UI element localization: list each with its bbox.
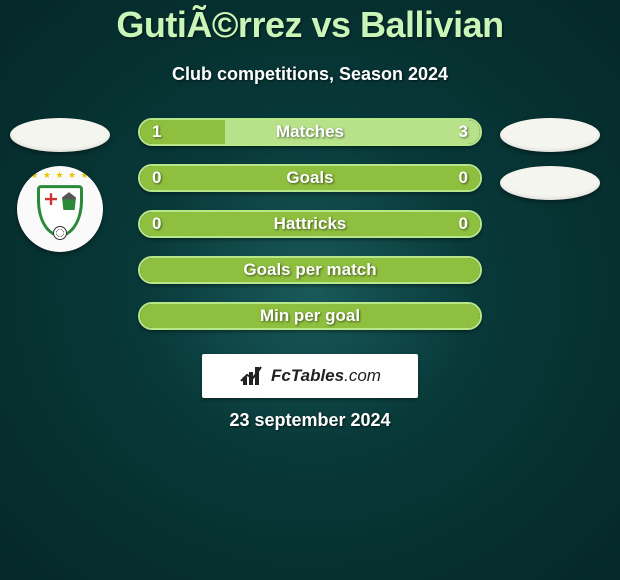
right-nameplate-oval-2 xyxy=(500,166,600,200)
page-title: GutiÃ©rrez vs Ballivian xyxy=(0,0,620,46)
crest-stars-icon: ★ ★ ★ ★ ★ xyxy=(17,170,103,181)
right-badge-column xyxy=(500,118,600,200)
stat-bar: 13Matches xyxy=(138,118,482,146)
brand-name: FcTables xyxy=(271,366,344,385)
brand-text: FcTables.com xyxy=(271,366,381,386)
right-nameplate-oval-1 xyxy=(500,118,600,152)
stat-label: Goals xyxy=(140,166,480,190)
stat-label: Matches xyxy=(140,120,480,144)
stat-bars: 13Matches 00Goals 00Hattricks Goals per mat… xyxy=(138,118,482,348)
crest-ball-icon xyxy=(53,226,67,240)
stat-bar: Goals per match xyxy=(138,256,482,284)
stat-bar: Min per goal xyxy=(138,302,482,330)
left-badge-column: ★ ★ ★ ★ ★ xyxy=(10,118,110,252)
left-nameplate-oval xyxy=(10,118,110,152)
date-text: 23 september 2024 xyxy=(0,410,620,431)
stat-bar: 00Hattricks xyxy=(138,210,482,238)
brand-suffix: .com xyxy=(344,366,381,385)
page-subtitle: Club competitions, Season 2024 xyxy=(0,64,620,85)
stat-label: Goals per match xyxy=(140,258,480,282)
brand-logo-box[interactable]: FcTables.com xyxy=(202,354,418,398)
stat-label: Hattricks xyxy=(140,212,480,236)
comparison-widget: GutiÃ©rrez vs Ballivian Club competition… xyxy=(0,0,620,580)
chart-icon xyxy=(239,365,265,387)
left-team-crest: ★ ★ ★ ★ ★ xyxy=(17,166,103,252)
stat-label: Min per goal xyxy=(140,304,480,328)
stat-bar: 00Goals xyxy=(138,164,482,192)
